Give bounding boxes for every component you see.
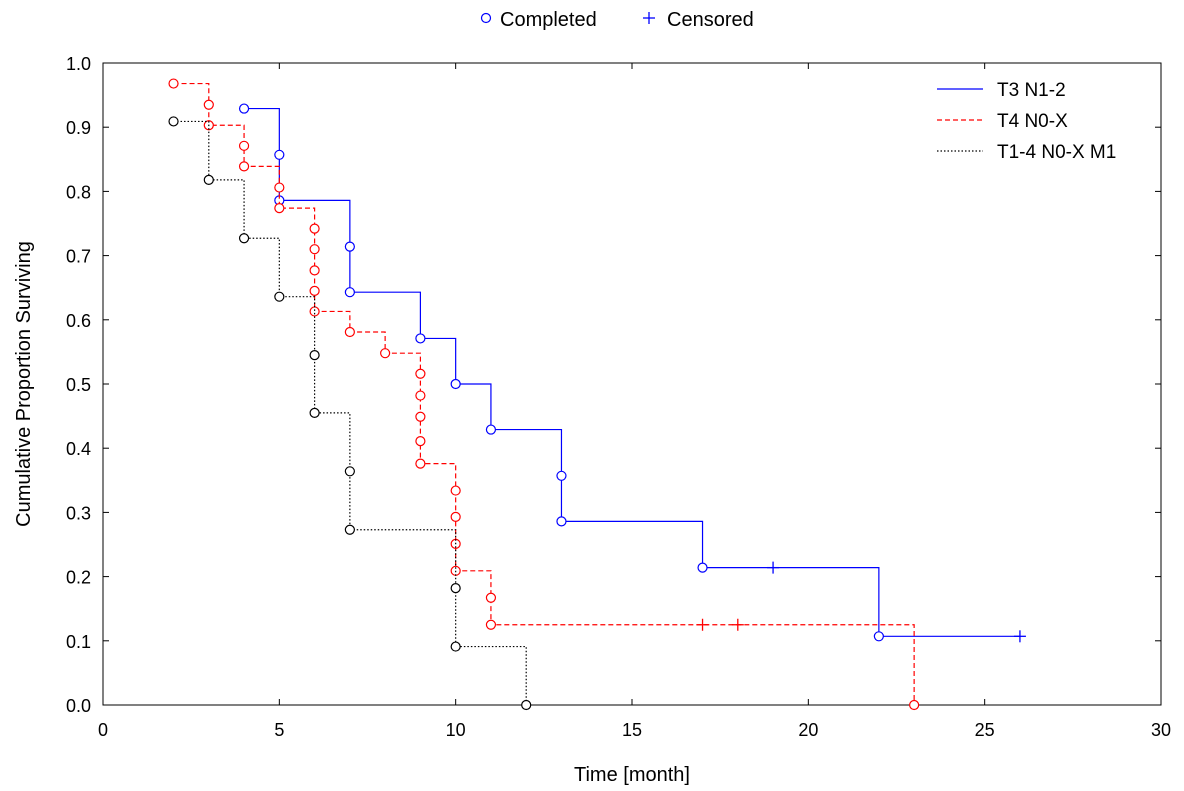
- completed-point: [450, 511, 461, 522]
- series-line: [173, 120, 527, 705]
- y-tick-label: 0.9: [66, 118, 91, 138]
- completed-point: [274, 202, 285, 214]
- x-tick-label: 0: [98, 720, 108, 740]
- completed-point: [485, 424, 497, 435]
- completed-point: [309, 407, 320, 418]
- completed-point: [274, 149, 285, 160]
- completed-point: [873, 631, 884, 642]
- completed-point: [238, 140, 250, 151]
- completed-point: [309, 265, 320, 276]
- completed-point: [485, 592, 497, 603]
- x-axis-label: Time [month]: [574, 764, 690, 786]
- y-axis-label: Cumulative Proportion Surviving: [13, 241, 35, 527]
- x-tick-label: 25: [975, 720, 995, 740]
- completed-point: [309, 223, 320, 234]
- completed-point: [415, 458, 426, 469]
- completed-marker-icon: [480, 12, 492, 24]
- completed-point: [450, 485, 461, 496]
- completed-point: [556, 470, 567, 481]
- x-tick-label: 15: [622, 720, 642, 740]
- completed-point: [168, 78, 179, 89]
- completed-point: [415, 390, 426, 401]
- completed-point: [521, 699, 532, 711]
- y-tick-label: 0.5: [66, 375, 91, 395]
- completed-point: [415, 411, 426, 422]
- censored-point: [731, 618, 744, 631]
- censored-legend-label: Censored: [667, 9, 754, 31]
- completed-point: [344, 326, 355, 338]
- completed-point: [309, 244, 320, 255]
- completed-point: [344, 287, 355, 298]
- censored-marker-icon: [643, 12, 655, 24]
- legend-label: T4 N0-X: [997, 111, 1068, 132]
- completed-point: [238, 103, 250, 114]
- completed-point: [274, 291, 285, 302]
- completed-point: [450, 583, 461, 594]
- completed-point: [697, 562, 708, 573]
- x-tick-label: 5: [274, 720, 284, 740]
- legend-label: T3 N1-2: [997, 80, 1066, 101]
- completed-point: [485, 619, 497, 630]
- censored-point: [1013, 630, 1026, 643]
- x-tick-label: 30: [1151, 720, 1171, 740]
- completed-point: [309, 285, 320, 297]
- y-tick-label: 0.7: [66, 247, 91, 267]
- completed-point: [415, 368, 426, 379]
- series-line: [244, 107, 1020, 637]
- y-tick-label: 0.8: [66, 182, 91, 202]
- completed-point: [344, 466, 355, 477]
- series-legend: T3 N1-2 T4 N0-X T1-4 N0-X M1: [937, 80, 1116, 163]
- completed-point: [450, 641, 461, 652]
- completed-point: [203, 174, 214, 185]
- x-axis: 0 5 10 15 20 25 30: [98, 63, 1171, 740]
- y-tick-label: 0.2: [66, 568, 91, 588]
- completed-point: [168, 116, 179, 127]
- series-layer: [168, 78, 1026, 711]
- completed-legend-label: Completed: [500, 9, 597, 31]
- y-tick-label: 0.4: [66, 439, 91, 459]
- y-tick-label: 0.1: [66, 632, 91, 652]
- completed-point: [309, 306, 320, 317]
- x-tick-label: 20: [798, 720, 818, 740]
- y-tick-label: 1.0: [66, 54, 91, 74]
- series-0: [238, 103, 1026, 643]
- censored-point: [767, 561, 780, 574]
- completed-point: [309, 350, 320, 361]
- completed-point: [344, 241, 355, 252]
- completed-point: [450, 378, 461, 390]
- completed-point: [344, 524, 355, 535]
- legend-label: T1-4 N0-X M1: [997, 142, 1116, 163]
- completed-point: [274, 182, 285, 193]
- x-tick-label: 10: [446, 720, 466, 740]
- censored-point: [696, 618, 709, 631]
- completed-point: [203, 99, 214, 110]
- completed-point: [415, 333, 426, 344]
- completed-point: [909, 699, 920, 711]
- completed-point: [238, 161, 250, 172]
- completed-point: [415, 436, 426, 447]
- completed-point: [238, 233, 250, 244]
- y-tick-label: 0.3: [66, 503, 91, 523]
- y-tick-label: 0.6: [66, 311, 91, 331]
- y-tick-label: 0.0: [66, 696, 91, 716]
- y-axis: 0.0 0.1 0.2 0.3 0.4 0.5 0.6 0.7 0.8 0.9 1.0: [66, 54, 1161, 716]
- completed-point: [380, 348, 391, 359]
- series-2: [168, 116, 532, 711]
- series-line: [173, 82, 915, 705]
- marker-legend: Completed Censored: [480, 9, 754, 31]
- series-1: [168, 78, 920, 711]
- completed-point: [556, 516, 567, 527]
